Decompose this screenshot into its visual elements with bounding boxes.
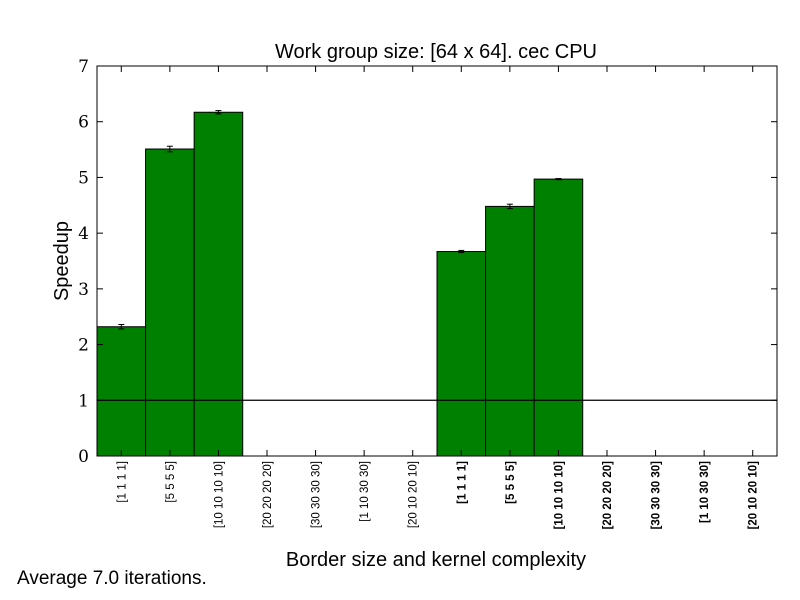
bar-0 bbox=[96, 326, 147, 457]
ytick-label-1: 1 bbox=[78, 391, 89, 411]
ytick-label-3: 3 bbox=[78, 280, 89, 300]
ytick-label-5: 5 bbox=[78, 168, 89, 188]
x-axis-ticks: [1 1 1 1] [5 5 5 5] [10 10 10 10] [20 20 20… bbox=[116, 66, 760, 530]
plot-frame bbox=[96, 65, 778, 457]
bar-7 bbox=[436, 251, 487, 457]
bar-8 bbox=[485, 205, 535, 457]
errorbar-9 bbox=[555, 178, 562, 181]
ytick-label-7: 7 bbox=[78, 57, 89, 77]
errorbar-1 bbox=[166, 145, 173, 153]
errorbar-8 bbox=[506, 203, 513, 210]
bar-9 bbox=[533, 178, 584, 457]
x-axis-label: Border size and kernel complexity bbox=[286, 549, 586, 571]
xtick-label-2: [10 10 10 10] bbox=[213, 461, 225, 528]
xtick-label-11: [30 30 30 30] bbox=[651, 461, 663, 530]
xtick-label-8: [5 5 5 5] bbox=[505, 461, 517, 504]
xtick-label-9: [10 10 10 10] bbox=[553, 461, 565, 530]
ytick-label-2: 2 bbox=[78, 336, 89, 356]
xtick-label-4: [30 30 30 30] bbox=[311, 461, 323, 528]
xtick-label-3: [20 20 20 20] bbox=[262, 461, 274, 528]
errorbar-group bbox=[118, 110, 562, 330]
xtick-label-13: [20 10 20 10] bbox=[748, 461, 760, 530]
bar-2 bbox=[193, 111, 244, 457]
xtick-label-7: [1 1 1 1] bbox=[456, 461, 468, 504]
xtick-label-5: [1 10 30 30] bbox=[359, 461, 371, 522]
xtick-label-10: [20 20 20 20] bbox=[602, 461, 614, 530]
y-axis-ticks: 0 1 2 3 4 5 6 7 bbox=[78, 57, 777, 467]
errorbar-0 bbox=[118, 324, 125, 330]
chart-title: Work group size: [64 x 64]. cec CPU bbox=[275, 41, 597, 63]
bar-1 bbox=[145, 148, 195, 457]
xtick-label-12: [1 10 30 30] bbox=[699, 461, 711, 523]
y-axis-label: Speedup bbox=[51, 221, 73, 301]
ytick-label-6: 6 bbox=[78, 113, 89, 133]
xtick-label-0: [1 1 1 1] bbox=[116, 461, 128, 503]
xtick-label-6: [20 10 20 10] bbox=[408, 461, 420, 528]
ytick-label-0: 0 bbox=[78, 447, 89, 467]
errorbar-2 bbox=[215, 110, 222, 115]
ytick-label-4: 4 bbox=[78, 224, 89, 244]
xtick-label-1: [5 5 5 5] bbox=[165, 461, 177, 503]
errorbar-7 bbox=[458, 249, 465, 254]
bar-group bbox=[96, 111, 584, 457]
footnote: Average 7.0 iterations. bbox=[17, 568, 207, 589]
